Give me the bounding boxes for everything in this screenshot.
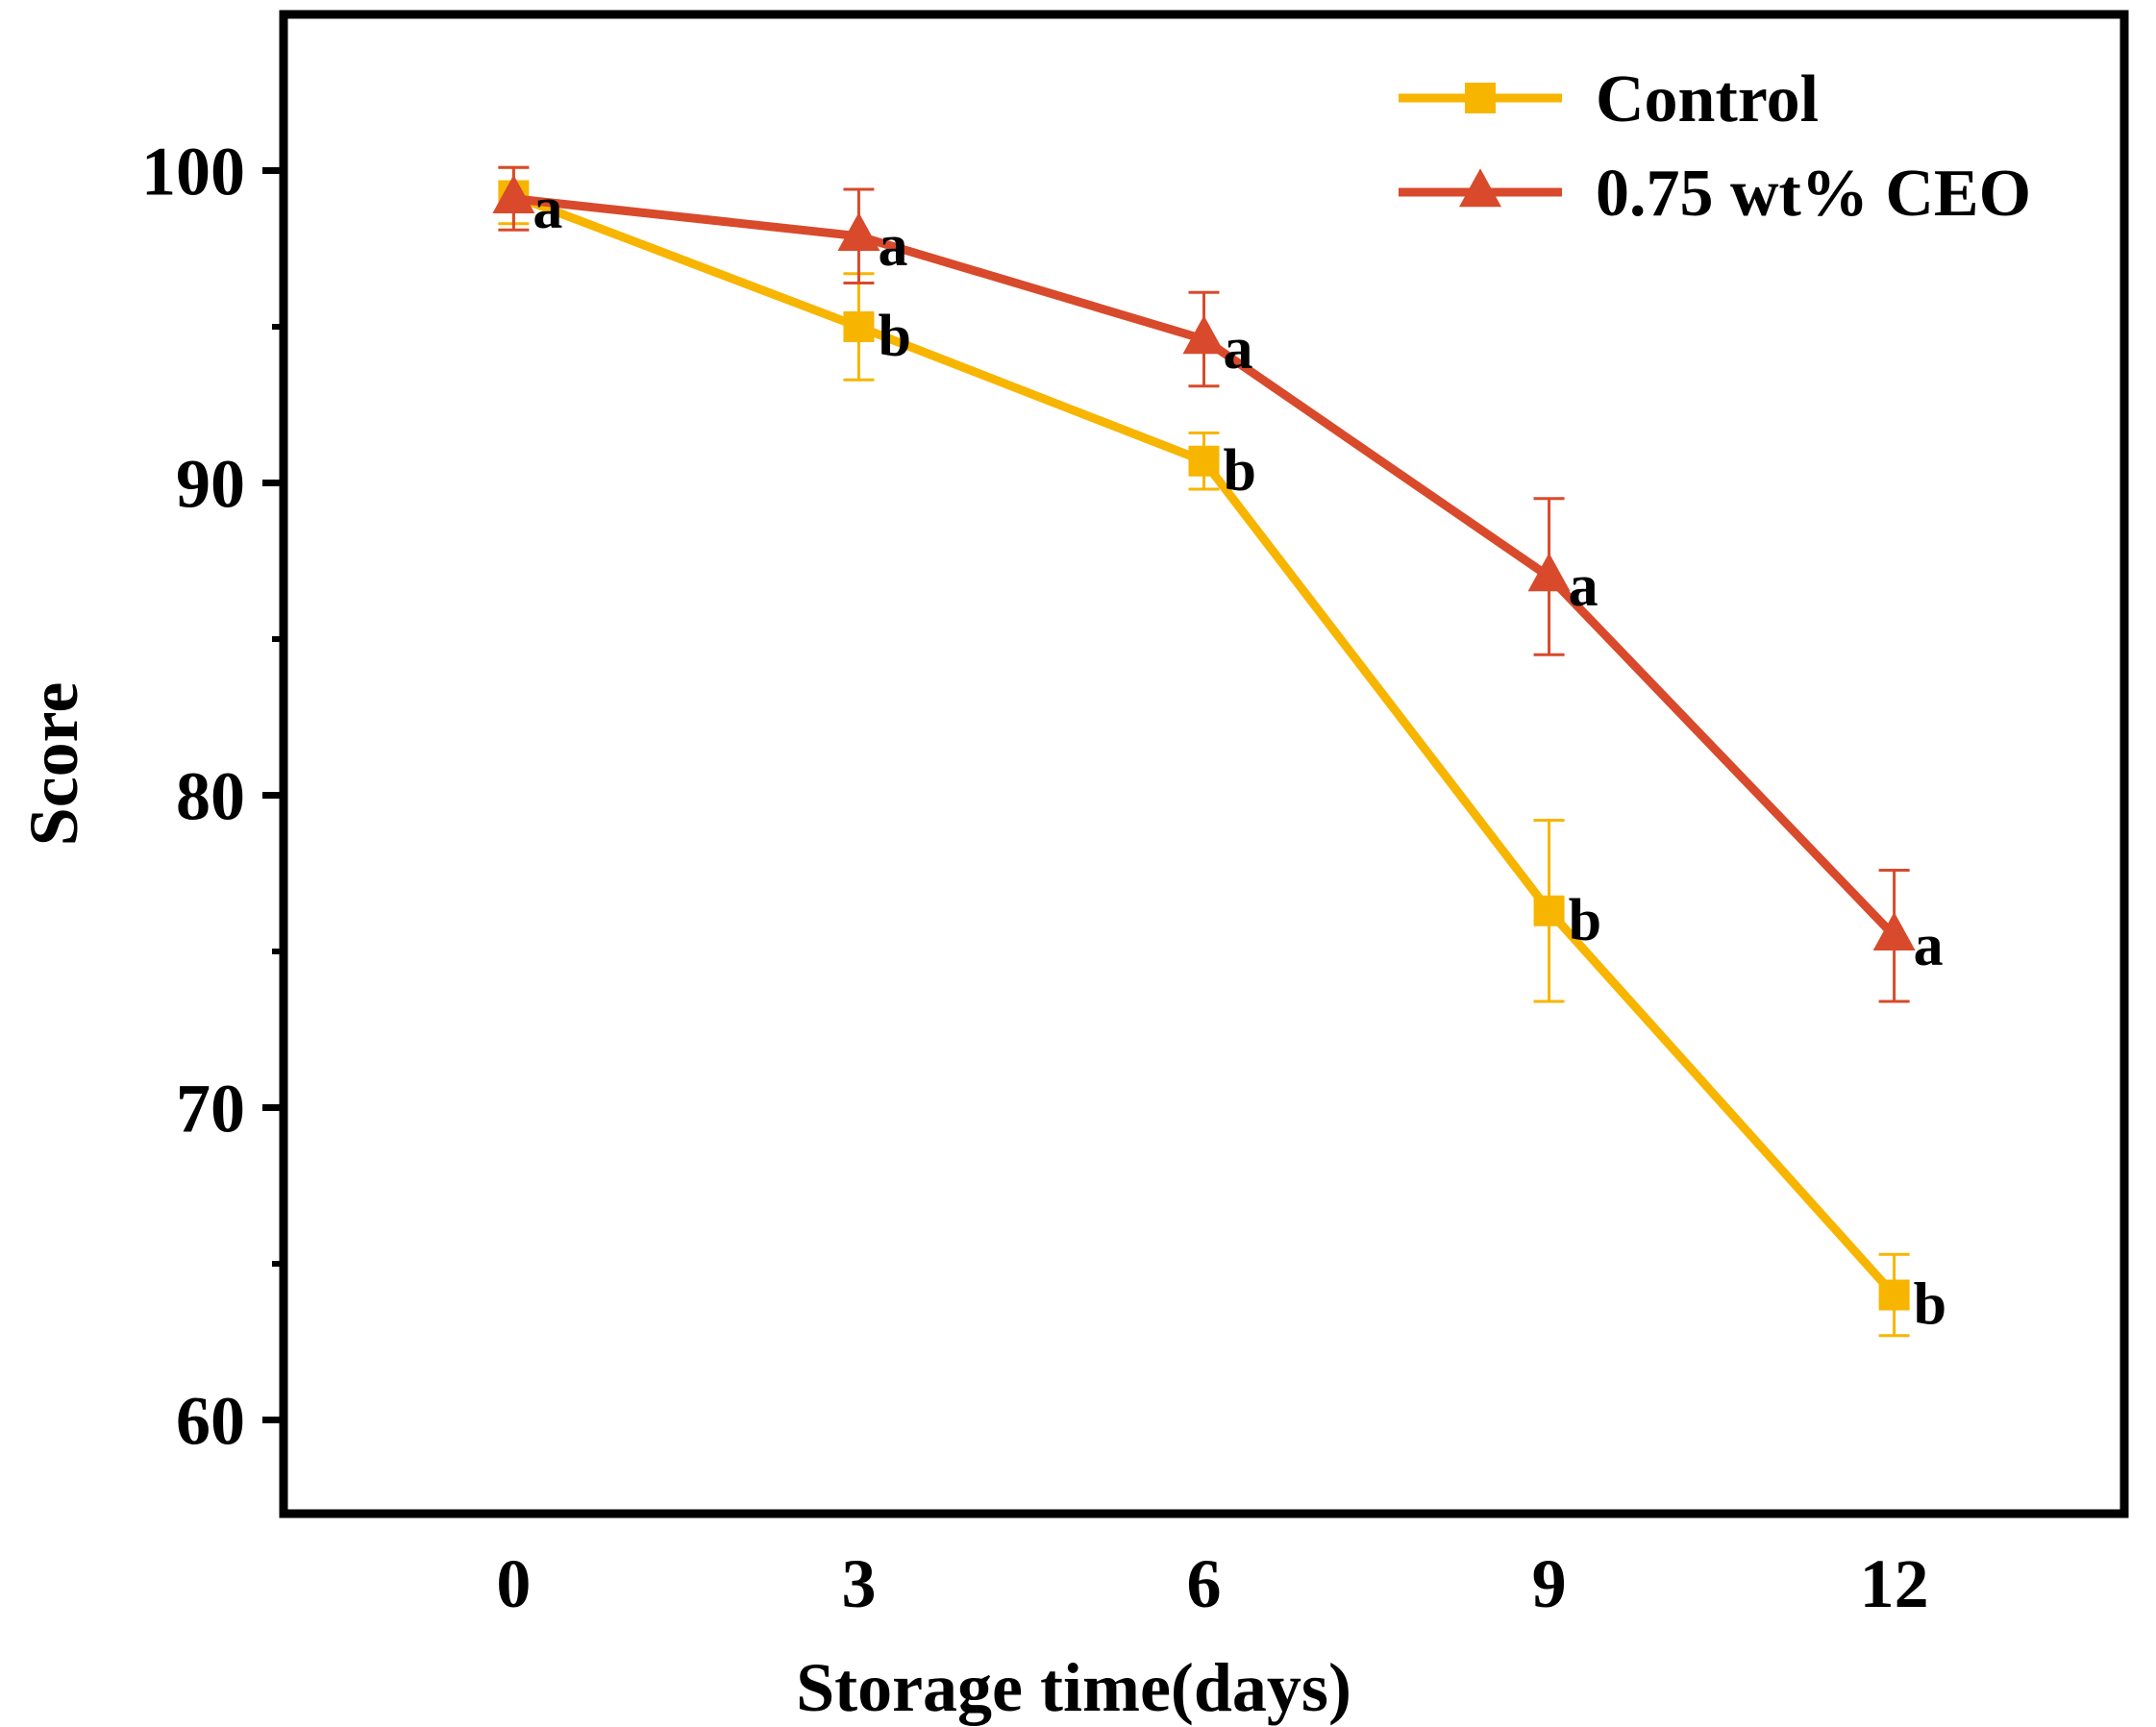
- legend: Control 0.75 wt% CEO: [1399, 62, 2031, 231]
- significance-label: a: [1224, 316, 1253, 382]
- significance-label: a: [533, 176, 562, 241]
- x-tick-label: 3: [841, 1545, 876, 1622]
- triangle-marker: [492, 174, 535, 213]
- plot-frame: [279, 10, 2129, 1518]
- significance-label: b: [1569, 888, 1601, 953]
- triangle-marker: [1527, 553, 1571, 592]
- y-axis: 60 70 80 90 100: [141, 134, 284, 1460]
- legend-label: 0.75 wt% CEO: [1596, 157, 2031, 231]
- significance-label: b: [1914, 1272, 1946, 1338]
- significance-label: b: [1224, 438, 1256, 504]
- significance-label: a: [1914, 913, 1944, 978]
- legend-label: Control: [1596, 62, 1819, 136]
- y-tick-label: 90: [176, 446, 245, 523]
- series-control: b b b b: [498, 165, 1946, 1338]
- x-tick-label: 9: [1532, 1545, 1567, 1622]
- x-tick-label: 0: [496, 1545, 531, 1622]
- significance-label: a: [878, 213, 907, 279]
- y-tick-label: 70: [176, 1071, 245, 1147]
- square-marker: [1878, 1279, 1910, 1311]
- square-marker: [1465, 83, 1496, 113]
- triangle-marker: [1182, 315, 1226, 355]
- triangle-marker: [1459, 168, 1501, 208]
- triangle-marker: [837, 211, 880, 251]
- y-tick-label: 100: [141, 134, 245, 210]
- triangle-marker: [1872, 911, 1916, 950]
- x-axis-title: Storage time(days): [796, 1649, 1351, 1726]
- significance-label: b: [878, 304, 910, 369]
- square-marker: [843, 311, 875, 342]
- square-marker: [1533, 895, 1565, 926]
- significance-label: a: [1569, 554, 1598, 619]
- y-tick-label: 60: [176, 1383, 245, 1460]
- square-marker: [1188, 445, 1220, 477]
- series-ceo: a a a a a: [492, 165, 1944, 1003]
- y-tick-label: 80: [176, 758, 245, 835]
- y-axis-title: Score: [15, 682, 92, 847]
- x-tick-label: 6: [1187, 1545, 1222, 1622]
- x-axis: 0 3 6 9 12: [496, 1545, 1928, 1622]
- x-tick-label: 12: [1860, 1545, 1929, 1622]
